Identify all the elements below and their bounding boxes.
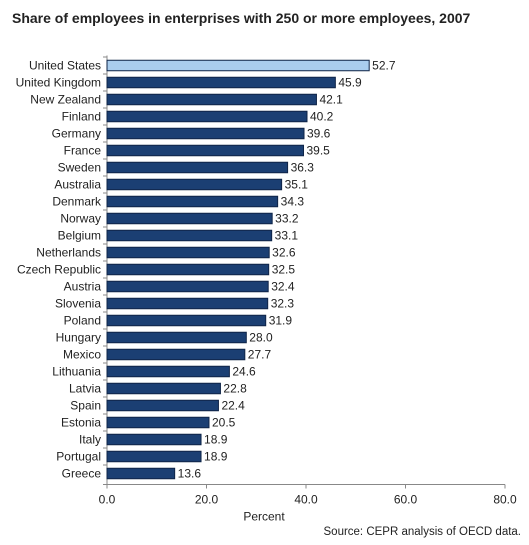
category-label: Mexico — [63, 348, 101, 362]
category-label: New Zealand — [30, 93, 101, 107]
x-tick-label: 80.0 — [493, 493, 517, 507]
bar — [106, 144, 305, 157]
x-tick-label: 20.0 — [195, 493, 219, 507]
bar — [106, 263, 270, 276]
bar — [106, 76, 336, 89]
category-label: Norway — [60, 212, 101, 226]
value-label: 18.9 — [204, 450, 228, 464]
value-label: 33.2 — [275, 212, 299, 226]
bar — [106, 59, 370, 72]
category-label: Slovenia — [55, 297, 101, 311]
category-label: France — [64, 144, 102, 158]
bar — [106, 246, 270, 259]
category-label: Portugal — [56, 450, 101, 464]
bar — [106, 348, 246, 361]
value-label: 40.2 — [310, 110, 334, 124]
category-label: Poland — [64, 314, 101, 328]
value-label: 36.3 — [291, 161, 315, 175]
value-label: 28.0 — [249, 331, 273, 345]
bar — [106, 161, 289, 174]
value-label: 22.8 — [223, 382, 247, 396]
category-label: Czech Republic — [17, 263, 101, 277]
value-label: 34.3 — [281, 195, 305, 209]
value-label: 32.3 — [271, 297, 295, 311]
category-label: Denmark — [52, 195, 102, 209]
bar — [106, 212, 273, 225]
category-label: Netherlands — [36, 246, 101, 260]
category-label: Latvia — [69, 382, 101, 396]
bar — [106, 93, 317, 106]
value-label: 31.9 — [269, 314, 293, 328]
value-label: 24.6 — [232, 365, 256, 379]
source-note: Source: CEPR analysis of OECD data. — [323, 526, 522, 538]
bar — [106, 280, 269, 293]
category-label: Estonia — [61, 416, 101, 430]
category-label: Australia — [54, 178, 101, 192]
x-tick-label: 0.0 — [99, 493, 116, 507]
bar — [106, 127, 305, 140]
category-label: Greece — [62, 467, 102, 481]
bar — [106, 195, 279, 208]
value-label: 39.6 — [307, 127, 331, 141]
bar — [106, 331, 247, 344]
value-label: 33.1 — [275, 229, 299, 243]
value-label: 45.9 — [338, 76, 362, 90]
value-label: 22.4 — [221, 399, 245, 413]
x-tick-label: 40.0 — [294, 493, 318, 507]
value-label: 27.7 — [248, 348, 272, 362]
x-tick-label: 60.0 — [394, 493, 418, 507]
category-label: United States — [29, 59, 101, 73]
bar — [106, 382, 221, 395]
bar — [106, 229, 273, 242]
bar — [106, 297, 269, 310]
category-label: Finland — [62, 110, 101, 124]
chart-title: Share of employees in enterprises with 2… — [12, 10, 471, 26]
bar — [106, 399, 219, 412]
category-label: United Kingdom — [16, 76, 101, 90]
bar — [106, 178, 283, 191]
category-label: Italy — [79, 433, 101, 447]
bar — [106, 433, 202, 446]
value-label: 42.1 — [319, 93, 343, 107]
bar — [106, 365, 230, 378]
bar — [106, 314, 267, 327]
value-label: 20.5 — [212, 416, 236, 430]
bar — [106, 467, 176, 480]
x-axis-title: Percent — [243, 510, 285, 524]
category-label: Belgium — [58, 229, 101, 243]
value-label: 13.6 — [178, 467, 202, 481]
value-label: 35.1 — [285, 178, 309, 192]
value-label: 32.5 — [272, 263, 296, 277]
bar — [106, 110, 308, 123]
category-label: Hungary — [56, 331, 101, 345]
category-label: Lithuania — [52, 365, 101, 379]
bar — [106, 450, 202, 463]
value-label: 39.5 — [307, 144, 331, 158]
bar — [106, 416, 210, 429]
category-label: Germany — [52, 127, 101, 141]
category-label: Austria — [64, 280, 102, 294]
category-label: Sweden — [58, 161, 101, 175]
category-label: Spain — [70, 399, 101, 413]
value-label: 32.4 — [271, 280, 295, 294]
value-label: 18.9 — [204, 433, 228, 447]
value-label: 32.6 — [272, 246, 296, 260]
value-label: 52.7 — [372, 59, 396, 73]
